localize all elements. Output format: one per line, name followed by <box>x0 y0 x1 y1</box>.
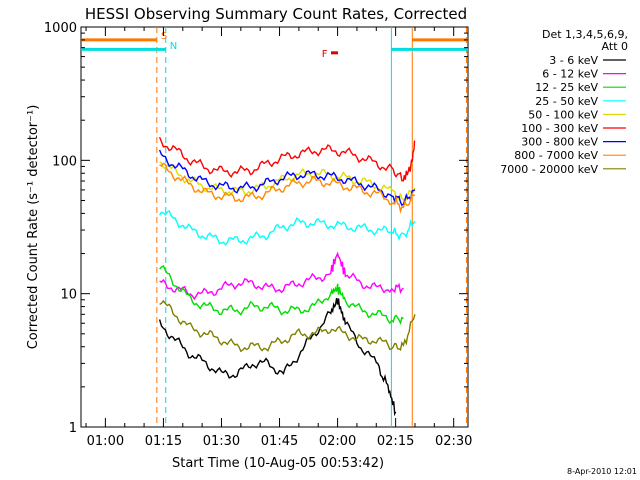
plot-frame <box>80 26 469 428</box>
series-line <box>159 265 404 325</box>
y-axis: 1 10 100 1000 <box>44 21 468 436</box>
marker-label: S <box>161 31 167 42</box>
series-line <box>158 136 416 182</box>
legend-header: Det 1,3,4,5,6,9, <box>542 28 628 41</box>
series-line <box>158 297 397 417</box>
x-tick-label: 01:30 <box>203 434 240 449</box>
legend-entry-label: 6 - 12 keV <box>542 68 598 81</box>
legend-entry-label: 7000 - 20000 keV <box>500 163 598 176</box>
marker-label: F <box>322 49 328 60</box>
y-tick-label: 100 <box>52 154 77 169</box>
x-axis: 01:00 01:15 01:30 01:45 02:00 02:15 02:30 <box>85 27 472 449</box>
y-tick-label: 1 <box>69 421 77 436</box>
series-group <box>158 136 416 417</box>
legend-entry-label: 300 - 800 keV <box>521 136 598 149</box>
x-tick-label: 01:00 <box>87 434 124 449</box>
marker-lines <box>156 27 467 427</box>
x-tick-label: 02:30 <box>435 434 472 449</box>
series-line <box>159 299 416 353</box>
series-line <box>159 162 416 214</box>
series-line <box>159 210 416 246</box>
chart-title: HESSI Observing Summary Count Rates, Cor… <box>85 5 467 23</box>
date-stamp: 8-Apr-2010 12:01 <box>567 467 637 476</box>
series-line <box>159 161 416 206</box>
series-line <box>159 251 404 301</box>
y-tick-label: 1000 <box>44 21 77 36</box>
marker-labels: SN F <box>161 31 328 60</box>
legend-entry-label: 12 - 25 keV <box>535 81 598 94</box>
legend-header: Att 0 <box>602 40 628 53</box>
legend-entry-label: 3 - 6 keV <box>549 54 598 67</box>
x-tick-label: 01:15 <box>145 434 182 449</box>
legend-entry-label: 100 - 300 keV <box>521 122 598 135</box>
x-tick-label: 02:15 <box>377 434 414 449</box>
status-bars <box>81 38 468 55</box>
plot-area <box>80 26 469 428</box>
x-tick-label: 02:00 <box>319 434 356 449</box>
marker-label: N <box>170 41 177 52</box>
legend-entry-label: 50 - 100 keV <box>528 108 598 121</box>
x-axis-label: Start Time (10-Aug-05 00:53:42) <box>172 456 384 471</box>
series-line <box>158 149 416 207</box>
x-tick-label: 01:45 <box>261 434 298 449</box>
legend-entry-label: 25 - 50 keV <box>535 95 598 108</box>
legend-entry-label: 800 - 7000 keV <box>514 149 598 162</box>
y-axis-label: Corrected Count Rate (s⁻¹ detector⁻¹) <box>26 105 41 350</box>
y-tick-label: 10 <box>60 288 77 303</box>
